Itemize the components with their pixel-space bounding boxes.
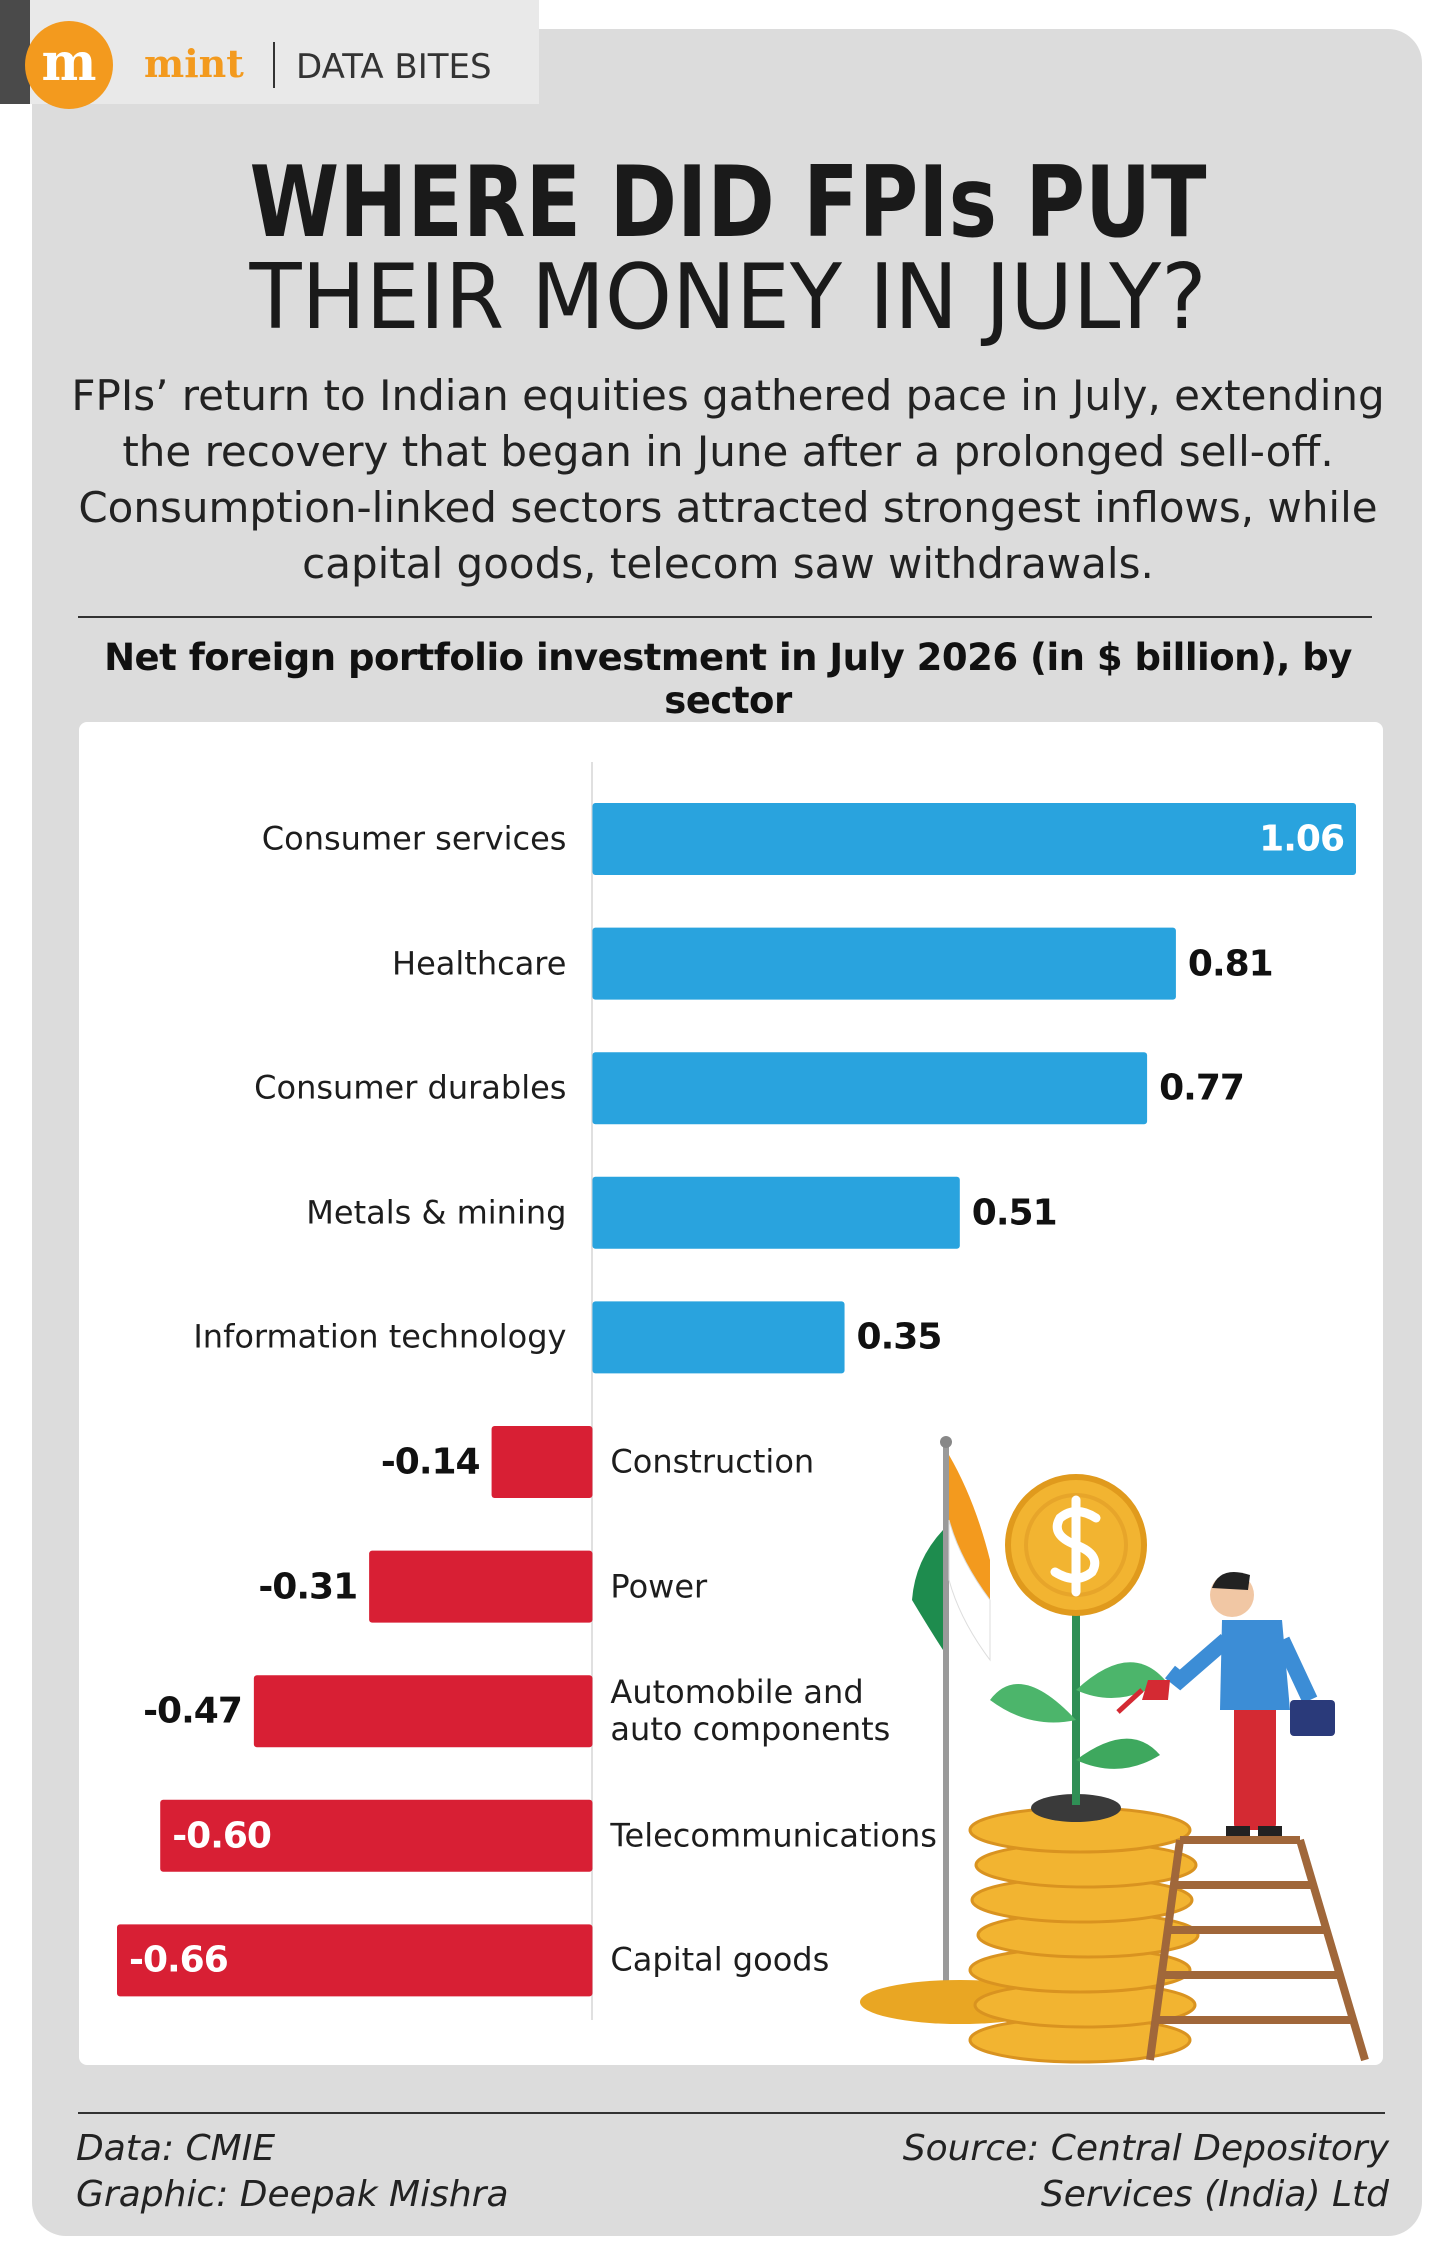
header-band <box>30 0 539 104</box>
leaf <box>1076 1738 1160 1769</box>
jacket <box>1220 1620 1290 1710</box>
leaf <box>1076 1662 1165 1698</box>
flag-green <box>912 1530 943 1650</box>
logo-circle <box>25 21 113 109</box>
category-label: Consumer durables <box>254 1068 567 1107</box>
footer-graphic: Graphic: Deepak Mishra <box>76 2174 509 2215</box>
shoe <box>1258 1826 1282 1836</box>
spout <box>1116 1688 1144 1714</box>
soil <box>1031 1794 1121 1822</box>
trousers <box>1234 1700 1276 1830</box>
category-label: Telecommunications <box>610 1816 937 1855</box>
category-label: Capital goods <box>610 1940 830 1979</box>
subtitle: FPIs’ return to Indian equities gathered… <box>71 371 1385 588</box>
bar <box>117 1924 593 1997</box>
bar <box>592 927 1176 1000</box>
watering-can <box>1142 1680 1170 1700</box>
bars <box>117 803 1356 1997</box>
value-label: -0.14 <box>380 1441 481 1483</box>
value-label: 0.51 <box>971 1192 1058 1234</box>
value-label: 0.35 <box>856 1316 943 1358</box>
briefcase <box>1290 1700 1335 1736</box>
bar <box>160 1799 593 1872</box>
value-label: -0.47 <box>143 1690 243 1732</box>
arm <box>1165 1633 1232 1691</box>
category-label: Automobile and auto components <box>610 1673 891 1749</box>
value-label: -0.31 <box>258 1566 358 1608</box>
category-label: Information technology <box>193 1317 567 1356</box>
logo-letter: m <box>41 32 96 93</box>
hair <box>1212 1571 1250 1590</box>
flag-white <box>948 1519 991 1662</box>
category-label: Construction <box>610 1442 815 1481</box>
value-label: 1.06 <box>1259 818 1345 860</box>
shoe <box>1226 1826 1250 1836</box>
footer-source: Source: Central Depository Services (Ind… <box>902 2128 1389 2215</box>
brand: mint <box>144 41 244 86</box>
bar <box>592 803 1356 875</box>
bar <box>592 1052 1148 1125</box>
category-label: Metals & mining <box>306 1193 567 1232</box>
category-label: Consumer services <box>261 819 567 858</box>
bar <box>253 1675 593 1748</box>
category-label: Power <box>610 1567 708 1606</box>
coin-stack <box>968 1806 1200 2064</box>
leaf <box>990 1684 1076 1723</box>
bar <box>592 1176 960 1249</box>
pole-top <box>940 1436 952 1448</box>
footer-data: Data: CMIE <box>76 2128 276 2169</box>
section: DATA BITES <box>296 47 492 87</box>
value-label: 0.81 <box>1187 943 1274 985</box>
category-label: Healthcare <box>392 944 567 983</box>
value-label: -0.66 <box>129 1939 229 1981</box>
illustration <box>860 1436 1369 2064</box>
dollar-sign <box>1050 1495 1101 1597</box>
value-label: -0.60 <box>172 1815 272 1857</box>
arm <box>1274 1636 1318 1704</box>
ladder <box>1146 1836 1369 2062</box>
title: WHERE DID FPIs PUT <box>250 146 1207 260</box>
chart-title: Net foreign portfolio investment in July… <box>104 636 1352 722</box>
bar <box>592 1301 845 1374</box>
bar <box>491 1426 593 1498</box>
bar <box>369 1550 593 1623</box>
title-line2: THEIR MONEY IN JULY? <box>249 245 1207 350</box>
value-label: 0.77 <box>1159 1067 1245 1109</box>
